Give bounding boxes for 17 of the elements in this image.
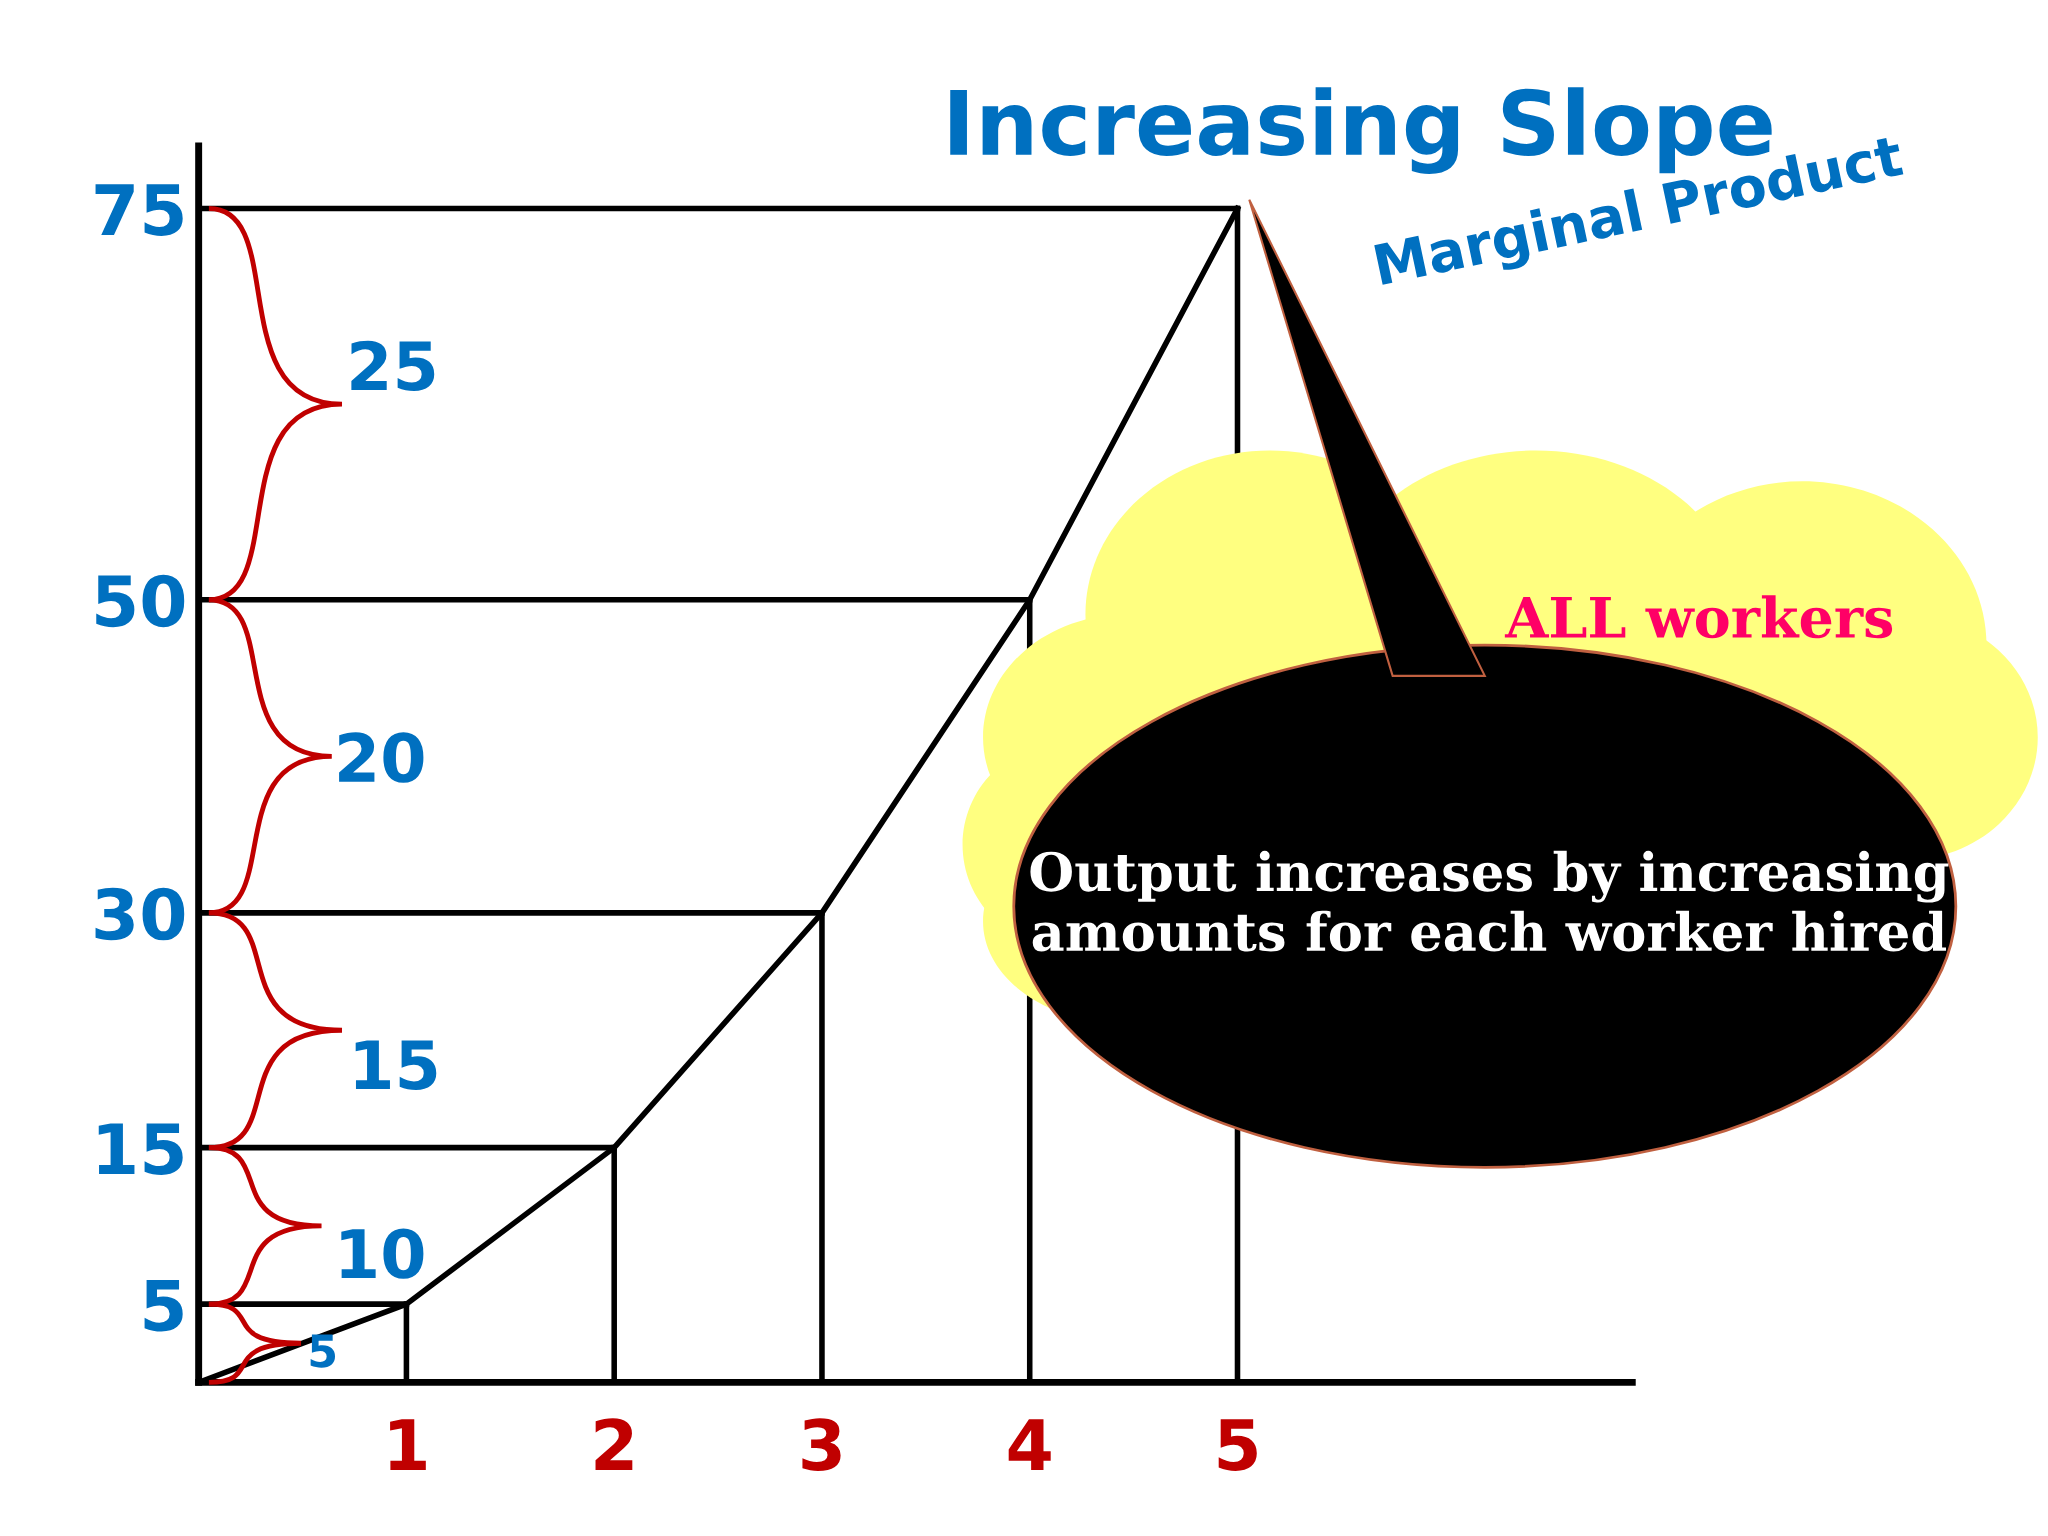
annotation: 10 xyxy=(341,1228,424,1279)
y-tick-label: 30 xyxy=(95,887,185,941)
x-tick-label: 3 xyxy=(802,1418,841,1471)
x-tick-label: 5 xyxy=(1218,1419,1257,1471)
annotation: 15 xyxy=(355,1040,437,1090)
annotation: Output increases by increasing amounts for each worker hired xyxy=(1030,850,1949,952)
y-tick-label: 15 xyxy=(98,1123,183,1175)
y-tick-label: 5 xyxy=(144,1279,183,1332)
annotation: 20 xyxy=(339,732,424,783)
y-tick-label: 75 xyxy=(95,184,183,236)
x-tick-label: 1 xyxy=(390,1419,426,1470)
annotation: 25 xyxy=(351,340,435,392)
x-tick-label: 2 xyxy=(595,1418,633,1470)
annotation: 5 xyxy=(310,1334,336,1368)
annotation: ALL workers xyxy=(1504,595,1893,639)
x-tick-label: 4 xyxy=(1008,1419,1051,1470)
y-tick-label: 50 xyxy=(96,574,185,628)
